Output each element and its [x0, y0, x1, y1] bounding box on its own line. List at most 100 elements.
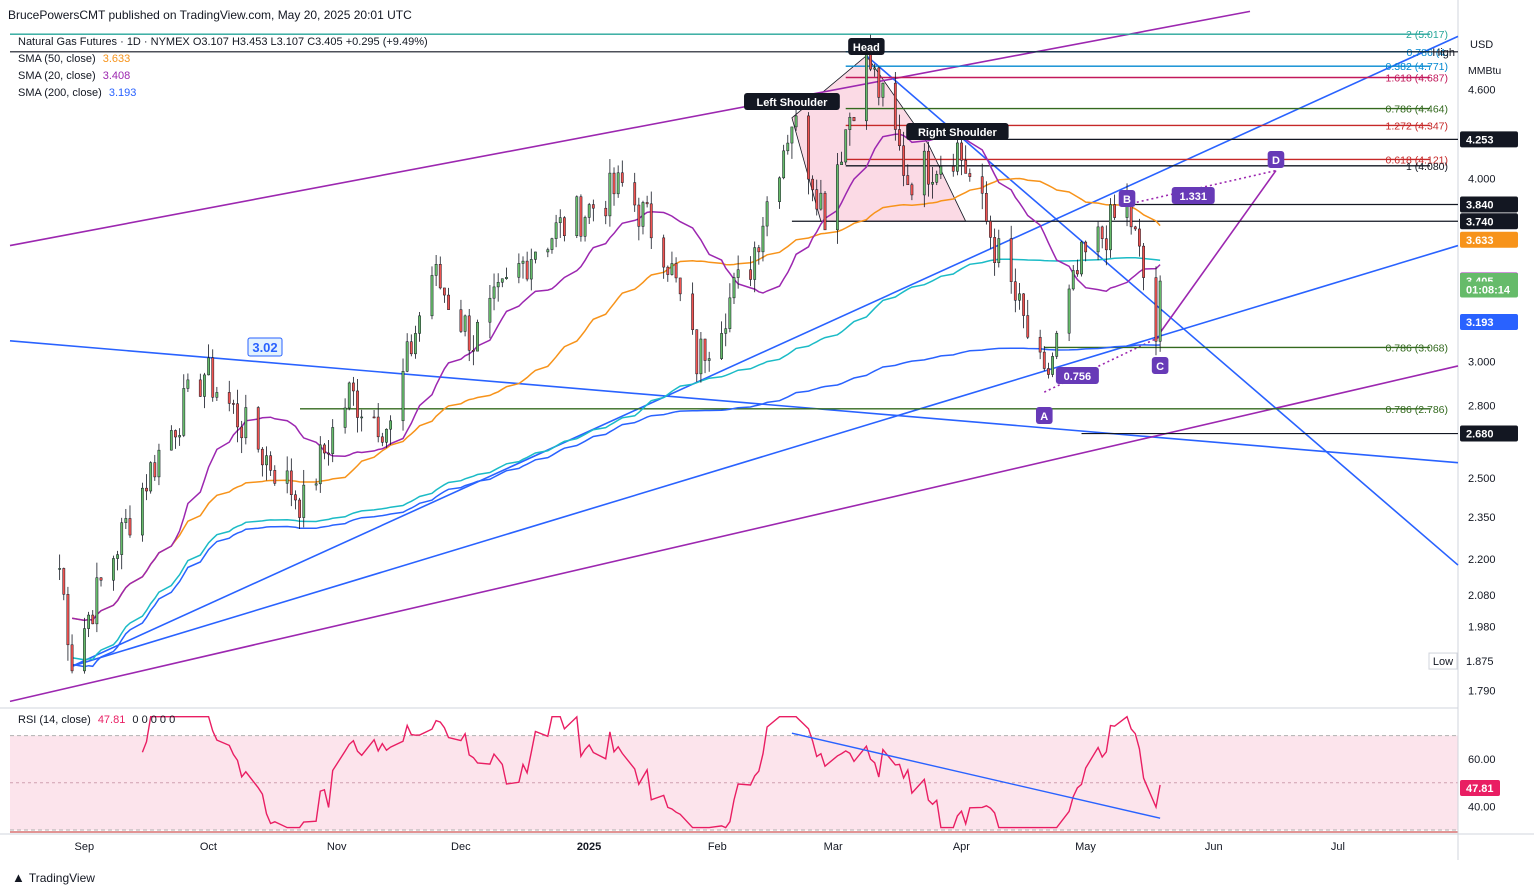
x-month-0: Sep	[75, 841, 95, 853]
c-to-d-leg	[1159, 170, 1277, 334]
candle-body	[782, 150, 786, 179]
candle-body	[116, 554, 119, 559]
candle-body	[790, 126, 794, 144]
candle-body	[852, 116, 856, 122]
x-month-8: May	[1075, 841, 1096, 853]
candle-body	[405, 341, 409, 372]
sma20-value: 3.408	[102, 70, 131, 82]
candle-body	[1154, 277, 1158, 342]
head-label: Head	[853, 42, 880, 54]
candle-body	[434, 264, 438, 276]
candle-body	[678, 277, 682, 295]
price-tag-3: 3.633	[1466, 235, 1494, 247]
candle-body	[720, 333, 723, 359]
fib-label-6: 0.618 (4.121)	[1386, 154, 1448, 166]
y-tick-5: 2.350	[1468, 512, 1496, 524]
sma200-label: SMA (200, close)	[18, 87, 102, 99]
y-tick-9: 1.790	[1468, 686, 1496, 698]
fib-label-4: 0.786 (4.464)	[1386, 104, 1448, 116]
candle-body	[471, 350, 475, 352]
candle-body	[840, 161, 843, 165]
sma50-label: SMA (50, close)	[18, 53, 96, 65]
candle-body	[430, 275, 434, 317]
y-tick-0: 4.600	[1468, 84, 1496, 96]
candle-body	[356, 390, 359, 418]
tradingview-logo[interactable]: ▲ TradingView	[12, 870, 95, 885]
fib-label-0: 2 (5.017)	[1406, 29, 1448, 41]
candle-body	[414, 333, 417, 355]
candle-body	[612, 172, 616, 195]
price-tag-6: 01:08:14	[1466, 285, 1511, 297]
candle-body	[645, 202, 649, 205]
price-tag-2: 3.740	[1466, 216, 1494, 228]
candle-body	[182, 388, 186, 436]
candle-body	[922, 150, 926, 196]
fib-label-3: 1.618 (4.687)	[1386, 73, 1448, 85]
neck-value-label: 3.02	[252, 340, 277, 355]
candle-body	[1009, 238, 1013, 282]
candle-body	[1075, 270, 1079, 275]
candle-body	[496, 281, 500, 288]
b-label: B	[1123, 194, 1131, 206]
candle-body	[583, 217, 587, 237]
candle-body	[186, 379, 190, 389]
x-month-10: Jul	[1331, 841, 1345, 853]
candle-body	[1109, 204, 1112, 251]
candle-body	[376, 416, 380, 438]
candle-body	[757, 247, 761, 253]
candle-body	[236, 403, 239, 428]
candle-body	[418, 315, 421, 334]
rsi-line	[141, 715, 1161, 829]
candle-body	[385, 428, 388, 443]
candle-body	[1113, 204, 1117, 218]
candle-body	[169, 430, 173, 451]
candle-body	[989, 220, 992, 238]
candle-body	[488, 297, 492, 323]
candle-body	[898, 129, 901, 147]
sma200-value: 3.193	[108, 87, 137, 99]
sma20-line	[71, 133, 1161, 622]
x-month-2: Nov	[327, 841, 347, 853]
price-tag-bg-2	[1460, 213, 1518, 230]
candle-body	[620, 172, 624, 183]
brand-text: TradingView	[28, 870, 95, 885]
fib-label-9: 0.786 (2.786)	[1386, 404, 1448, 416]
ratio-bc-label-bg	[1055, 367, 1099, 384]
candle-body	[765, 201, 769, 227]
candle-body	[525, 260, 529, 280]
candle-body	[517, 263, 521, 278]
rsi-extra: 0 0 0 0 0	[132, 714, 176, 726]
candle-body	[289, 470, 293, 495]
candle-body	[931, 182, 934, 185]
candle-body	[865, 44, 868, 122]
rsi-tick-0: 60.00	[1468, 754, 1496, 766]
x-month-6: Mar	[824, 841, 843, 853]
candle-body	[1100, 226, 1104, 239]
candle-body	[87, 614, 90, 629]
candle-body	[956, 142, 959, 172]
candle-body	[968, 173, 972, 177]
head-label-bg	[848, 38, 885, 55]
candle-body	[1158, 280, 1162, 342]
ratio-bc-label: 0.756	[1064, 371, 1092, 383]
candle-body	[62, 568, 66, 595]
candle-body	[587, 204, 591, 218]
rsi-tick-1: 40.00	[1468, 801, 1496, 813]
candle-body	[294, 494, 297, 501]
candle-body	[360, 416, 364, 419]
a-label: A	[1040, 411, 1048, 423]
rsi-tag-bg	[1460, 779, 1500, 796]
candle-body	[964, 160, 968, 174]
candle-body	[1067, 288, 1071, 334]
symbol-line: Natural Gas Futures · 1D · NYMEX O3.107 …	[18, 36, 428, 48]
candle-body	[819, 192, 823, 210]
candle-body	[124, 518, 128, 523]
candle-body	[318, 444, 322, 485]
candle-body	[70, 644, 74, 672]
sma20-legend: SMA (20, close) 3.408	[18, 70, 130, 82]
price-tag-0: 4.253	[1466, 134, 1494, 146]
candle-body	[844, 129, 848, 163]
rsi-label: RSI (14, close)	[18, 714, 91, 726]
candle-body	[1071, 270, 1075, 290]
